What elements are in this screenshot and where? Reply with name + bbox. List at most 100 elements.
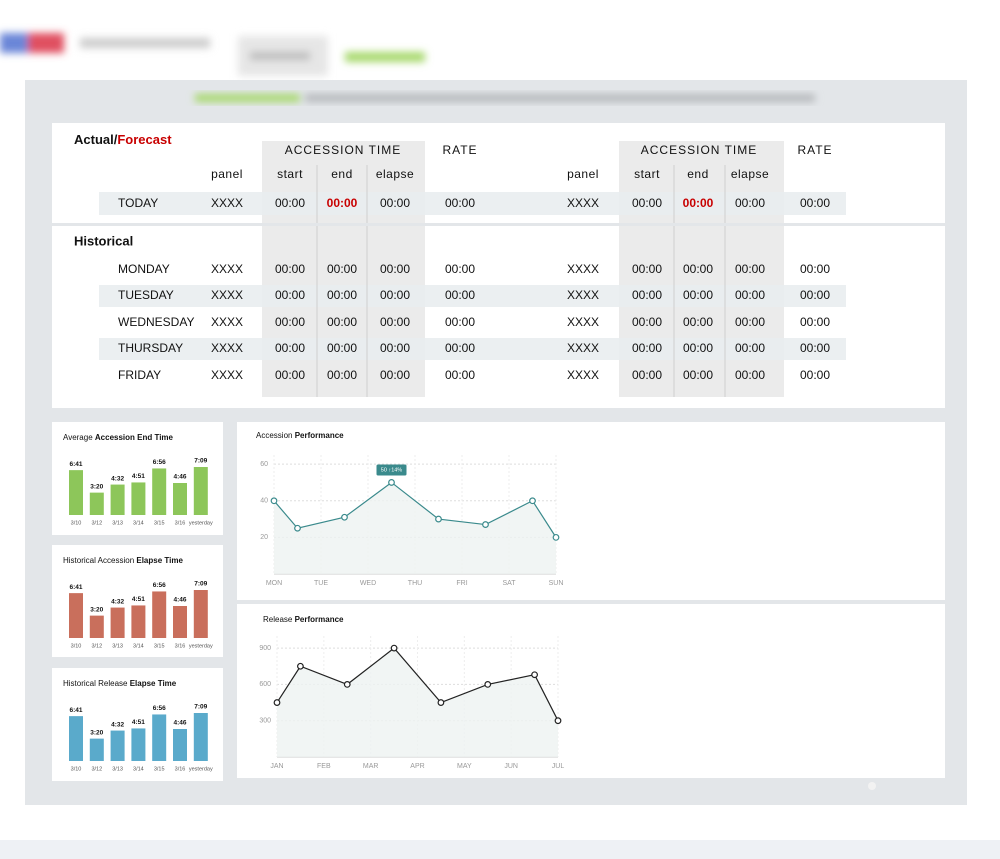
point [341,513,348,521]
cell: 00:00 [632,315,662,329]
cell: 00:00 [275,262,305,276]
cell: 00:00 [380,196,410,210]
table-panel [52,123,945,408]
row-label: TUESDAY [118,288,174,302]
value-label: 4:32 [111,475,124,482]
bar [131,605,146,638]
area [277,648,558,757]
cell: 00:00 [735,341,765,355]
value-label: 4:51 [132,719,145,726]
area [274,482,556,574]
column-dividers [316,165,726,397]
title-bold: Elapse Time [130,679,177,688]
bar [152,468,167,515]
point [437,699,445,706]
point [435,515,442,523]
point [270,497,278,505]
cell: 00:00 [445,341,475,355]
cell: XXXX [211,341,243,355]
cell: XXXX [567,196,599,210]
point [343,681,351,688]
x-tick-label: FEB [317,763,331,770]
x-tick-label: 3/13 [112,643,123,649]
value-label: 6:41 [69,707,82,714]
bar [110,484,125,515]
cell: 00:00 [275,196,305,210]
cell: 00:00 [800,288,830,302]
cell: XXXX [211,368,243,382]
x-tick-label: JUN [504,763,518,770]
x-tick-label: JAN [270,763,283,770]
x-tick-label: 3/10 [71,643,82,649]
charts: Average Accession End Time 6:41 3/10 3:20 3/… [63,431,564,772]
cell: 00:00 [380,315,410,329]
value-label: 3:20 [90,729,103,736]
cell: XXXX [211,315,243,329]
chart-title: Historical Release Elapse Time [63,679,177,688]
cell: 00:00 [445,196,475,210]
chart-title: Release Performance [263,615,344,624]
x-tick-label: JUL [552,763,565,770]
x-tick-label: 3/15 [154,643,165,649]
x-tick-label: 3/16 [175,643,186,649]
bar [110,730,125,761]
chart-title: Average Accession End Time [63,433,174,442]
cell: 00:00 [683,262,713,276]
blurred-status [195,94,815,102]
value-label: 4:46 [173,720,186,727]
cell: 00:00 [735,288,765,302]
cell: 00:00 [445,262,475,276]
title-light: Historical Accession [63,556,134,565]
cell: 00:00 [683,315,713,329]
x-tick-label: 3/13 [112,520,123,526]
cell: 00:00 [632,262,662,276]
x-tick-label: WED [360,580,376,587]
x-tick-label: yesterday [189,643,213,649]
cell: 00:00 [445,288,475,302]
time-column-header: start [634,167,660,181]
bar [173,483,187,515]
group-header: ACCESSION TIME [285,143,401,157]
cell: 00:00 [327,341,357,355]
cell: 00:00 [327,262,357,276]
bar [193,713,208,761]
cell: 00:00 [380,288,410,302]
x-tick-label: SAT [502,580,516,587]
title-light: Accession [256,431,292,440]
cell: XXXX [567,341,599,355]
cell: 00:00 [275,288,305,302]
x-tick-label: yesterday [189,766,213,772]
cell: 00:00 [275,315,305,329]
bar [152,591,167,638]
x-tick-label: MAY [457,763,472,770]
cell: XXXX [567,288,599,302]
cell: 00:00 [445,368,475,382]
footer-strip [0,840,1000,859]
title-bold: Accession End Time [95,433,174,442]
line [273,481,557,538]
x-tick-label: 3/14 [133,766,144,772]
y-tick-label: 60 [260,461,268,468]
bar [110,607,125,638]
point [297,662,304,670]
value-label: 3:20 [90,606,103,613]
heading-actual: Actual/ [74,132,118,147]
cell: 00:00 [632,368,662,382]
cell: 00:00 [327,368,357,382]
time-column-header: elapse [376,167,414,181]
chart-title: Historical Accession Elapse Time [63,556,183,565]
cell: 00:00 [800,341,830,355]
section-divider [52,223,945,226]
value-label: 6:56 [153,582,166,589]
panel-header: panel [211,167,243,181]
cell: 00:00 [800,315,830,329]
bar [193,590,208,638]
cell: 00:00 [735,315,765,329]
y-tick-label: 20 [260,534,268,541]
value-label: 6:56 [153,705,166,712]
value-label: 4:32 [111,721,124,728]
row-stripe [99,338,846,360]
x-tick-label: yesterday [189,520,213,526]
x-tick-label: 3/14 [133,643,144,649]
